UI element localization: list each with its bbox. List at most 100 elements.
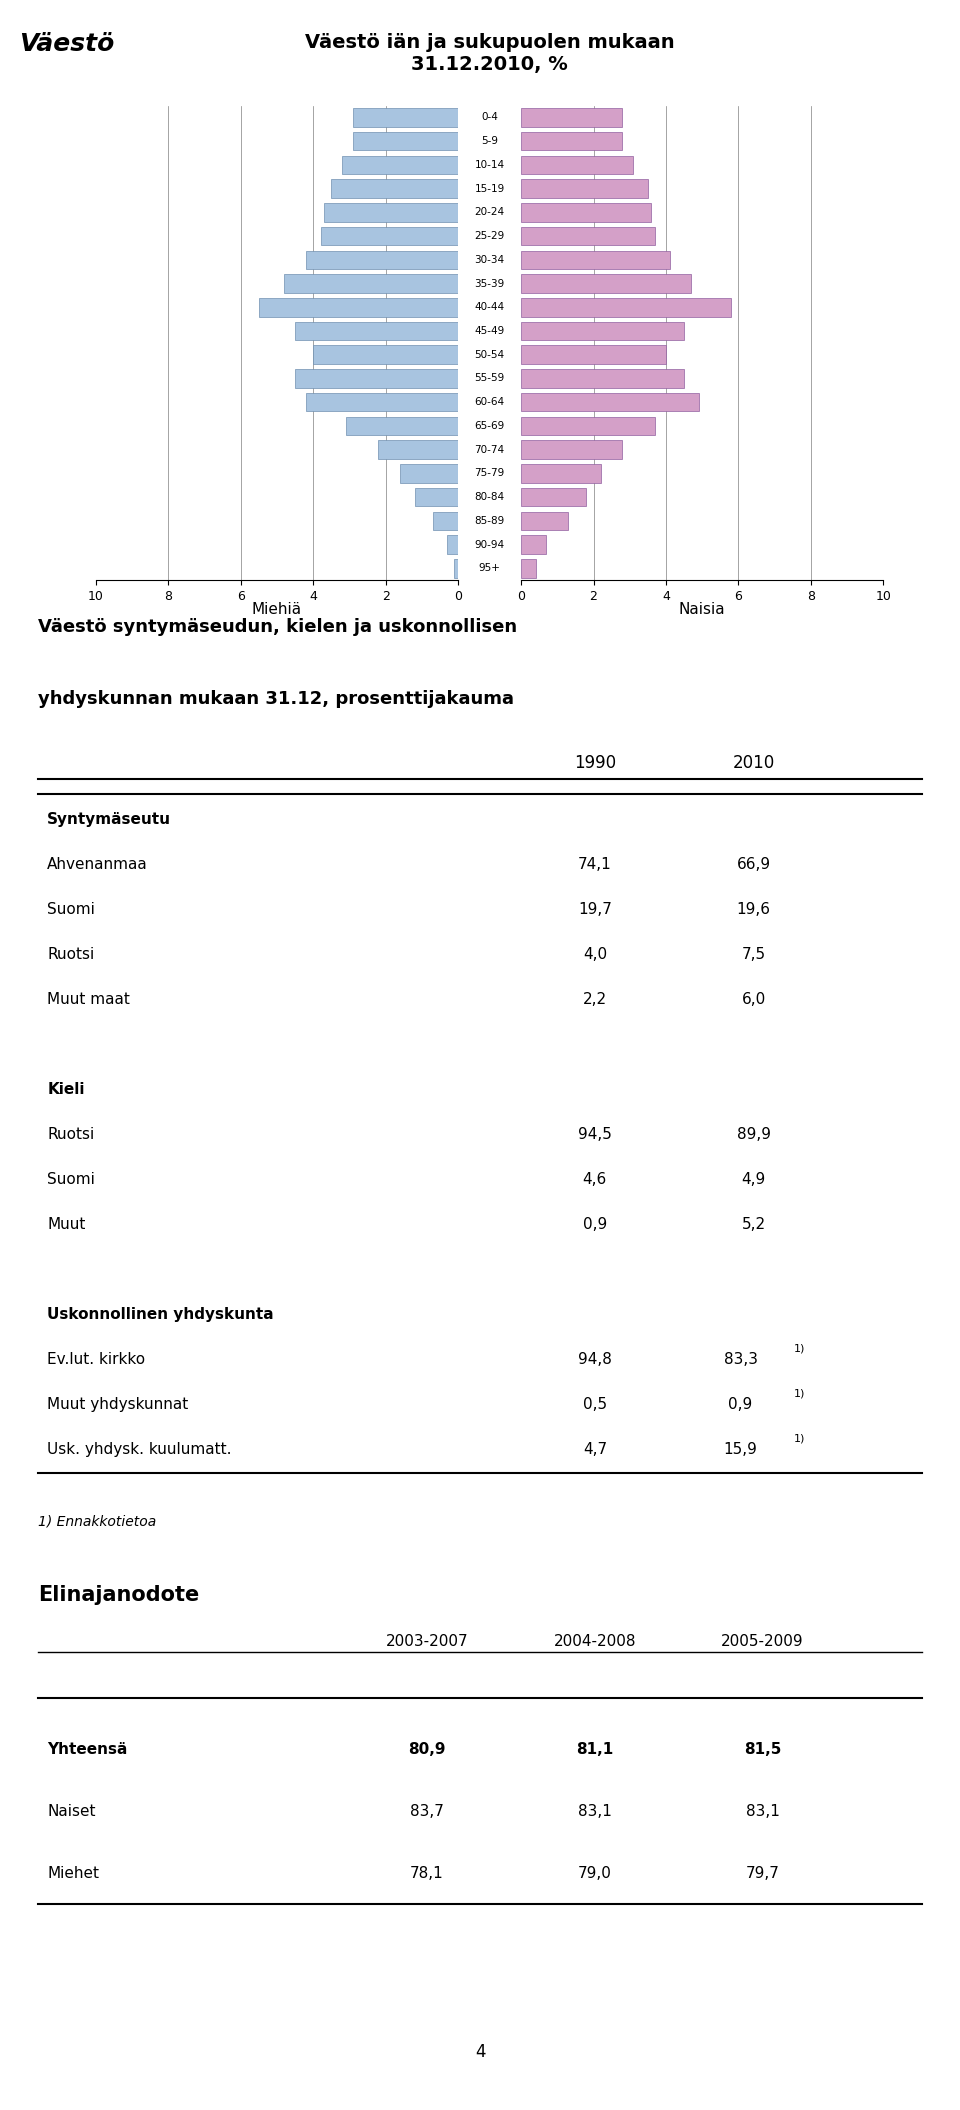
Bar: [400, 464, 458, 483]
Text: 4,9: 4,9: [742, 1171, 766, 1186]
Text: Muut yhdyskunnat: Muut yhdyskunnat: [47, 1397, 188, 1412]
Text: 83,1: 83,1: [746, 1804, 780, 1819]
Bar: [321, 226, 458, 245]
Text: 83,3: 83,3: [724, 1353, 757, 1367]
Text: Yhteensä: Yhteensä: [47, 1743, 128, 1758]
Text: Naiset: Naiset: [47, 1804, 96, 1819]
Bar: [521, 179, 648, 198]
Bar: [284, 274, 458, 293]
Bar: [521, 536, 546, 555]
Text: 1990: 1990: [574, 753, 616, 772]
Bar: [447, 536, 458, 555]
Text: 94,8: 94,8: [578, 1353, 612, 1367]
Text: 4,6: 4,6: [583, 1171, 607, 1186]
Bar: [521, 369, 684, 388]
Text: 19,6: 19,6: [736, 901, 771, 916]
Text: Väestö: Väestö: [19, 32, 114, 57]
Bar: [306, 251, 458, 270]
Bar: [521, 441, 622, 460]
Text: Väestö iän ja sukupuolen mukaan
31.12.2010, %: Väestö iän ja sukupuolen mukaan 31.12.20…: [304, 34, 675, 74]
Text: 0-4: 0-4: [481, 112, 498, 122]
Text: Miehiä: Miehiä: [252, 601, 302, 618]
Text: 83,7: 83,7: [410, 1804, 444, 1819]
Text: 2003-2007: 2003-2007: [386, 1635, 468, 1650]
Text: Usk. yhdysk. kuulumatt.: Usk. yhdysk. kuulumatt.: [47, 1441, 231, 1458]
Bar: [521, 392, 699, 411]
Text: 90-94: 90-94: [474, 540, 505, 549]
Text: 2005-2009: 2005-2009: [721, 1635, 804, 1650]
Text: Elinajanodote: Elinajanodote: [38, 1585, 200, 1606]
Bar: [521, 108, 622, 127]
Text: 81,1: 81,1: [576, 1743, 613, 1758]
Bar: [295, 321, 458, 340]
Bar: [331, 179, 458, 198]
Text: 0,9: 0,9: [583, 1217, 607, 1232]
Bar: [521, 274, 691, 293]
Bar: [353, 131, 458, 150]
Bar: [454, 559, 458, 578]
Text: yhdyskunnan mukaan 31.12, prosenttijakauma: yhdyskunnan mukaan 31.12, prosenttijakau…: [38, 690, 515, 709]
Text: Ahvenanmaa: Ahvenanmaa: [47, 857, 148, 871]
Text: 81,5: 81,5: [744, 1743, 781, 1758]
Bar: [313, 346, 458, 365]
Bar: [306, 392, 458, 411]
Text: 89,9: 89,9: [736, 1127, 771, 1142]
Text: 15,9: 15,9: [724, 1441, 757, 1458]
Bar: [324, 203, 458, 222]
Text: 2004-2008: 2004-2008: [554, 1635, 636, 1650]
Text: 45-49: 45-49: [474, 327, 505, 335]
Text: 0,9: 0,9: [729, 1397, 753, 1412]
Text: Uskonnollinen yhdyskunta: Uskonnollinen yhdyskunta: [47, 1306, 274, 1321]
Bar: [521, 156, 634, 175]
Text: 50-54: 50-54: [474, 350, 505, 359]
Bar: [521, 131, 622, 150]
Text: Naisia: Naisia: [679, 601, 726, 618]
Text: 19,7: 19,7: [578, 901, 612, 916]
Text: 80,9: 80,9: [408, 1743, 445, 1758]
Text: 0,5: 0,5: [583, 1397, 607, 1412]
Text: Väestö syntymäseudun, kielen ja uskonnollisen: Väestö syntymäseudun, kielen ja uskonnol…: [38, 618, 517, 637]
Text: 74,1: 74,1: [578, 857, 612, 871]
Text: 2010: 2010: [732, 753, 775, 772]
Bar: [378, 441, 458, 460]
Bar: [521, 559, 536, 578]
Text: 85-89: 85-89: [474, 517, 505, 525]
Text: Ruotsi: Ruotsi: [47, 947, 94, 962]
Bar: [521, 346, 666, 365]
Text: 1): 1): [794, 1344, 804, 1353]
Text: 94,5: 94,5: [578, 1127, 612, 1142]
Text: 60-64: 60-64: [474, 397, 505, 407]
Bar: [521, 416, 655, 435]
Text: Miehet: Miehet: [47, 1865, 99, 1880]
Text: Muut maat: Muut maat: [47, 992, 131, 1006]
Text: 10-14: 10-14: [474, 160, 505, 169]
Text: Ruotsi: Ruotsi: [47, 1127, 94, 1142]
Text: Ev.lut. kirkko: Ev.lut. kirkko: [47, 1353, 145, 1367]
Text: 25-29: 25-29: [474, 232, 505, 241]
Bar: [521, 487, 587, 506]
Text: Muut: Muut: [47, 1217, 85, 1232]
Text: 15-19: 15-19: [474, 184, 505, 194]
Bar: [521, 226, 655, 245]
Text: 55-59: 55-59: [474, 373, 505, 384]
Text: 2,2: 2,2: [583, 992, 607, 1006]
Text: 95+: 95+: [479, 563, 500, 574]
Bar: [259, 298, 458, 316]
Text: 35-39: 35-39: [474, 279, 505, 289]
Text: 65-69: 65-69: [474, 422, 505, 430]
Bar: [521, 464, 601, 483]
Text: Kieli: Kieli: [47, 1082, 84, 1097]
Text: 79,0: 79,0: [578, 1865, 612, 1880]
Text: 1): 1): [794, 1433, 804, 1443]
Bar: [521, 298, 732, 316]
Bar: [521, 321, 684, 340]
Bar: [433, 511, 458, 530]
Text: Syntymäseutu: Syntymäseutu: [47, 812, 171, 827]
Text: Suomi: Suomi: [47, 901, 95, 916]
Bar: [415, 487, 458, 506]
Text: 4,7: 4,7: [583, 1441, 607, 1458]
Text: 7,5: 7,5: [742, 947, 766, 962]
Text: Suomi: Suomi: [47, 1171, 95, 1186]
Bar: [295, 369, 458, 388]
Text: 4,0: 4,0: [583, 947, 607, 962]
